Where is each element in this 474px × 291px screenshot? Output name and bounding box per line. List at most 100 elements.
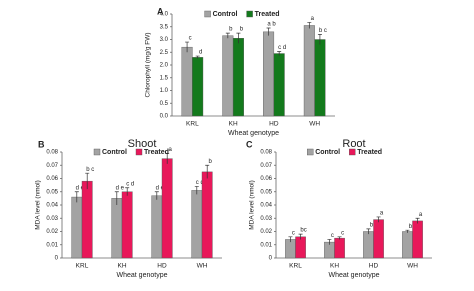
legend-swatch: [135, 148, 143, 156]
y-tick-label: 0.03: [260, 216, 272, 222]
x-tick-label: KH: [229, 121, 238, 128]
y-tick-label: 0.07: [260, 163, 272, 169]
x-tick-label: KH: [330, 263, 339, 270]
significance-letter: b: [209, 159, 213, 165]
x-tick-label: HD: [269, 121, 279, 128]
significance-letter: c d: [278, 45, 286, 51]
bar: [71, 196, 83, 259]
y-tick-label: 0.08: [260, 150, 272, 156]
legend-label: Treated: [144, 149, 169, 156]
x-tick-label: KRL: [186, 121, 199, 128]
error-bar: [298, 233, 303, 240]
bar: [334, 237, 345, 259]
legend-swatch: [349, 148, 356, 156]
x-tick-label: WH: [407, 263, 418, 270]
error-bar: [225, 32, 230, 39]
significance-letter: c d: [196, 180, 204, 186]
error-bar: [288, 236, 293, 243]
error-bar: [114, 191, 119, 205]
y-tick-label: 1.5: [160, 75, 169, 81]
error-bar: [277, 51, 282, 56]
legend-label: Control: [315, 149, 340, 156]
significance-letter: d: [199, 50, 202, 56]
bar: [111, 198, 123, 259]
significance-letter: c: [189, 36, 192, 42]
bar: [285, 239, 296, 259]
bar: [363, 231, 374, 259]
significance-letter: c: [292, 230, 295, 236]
error-bar: [405, 229, 410, 233]
x-tick-label: KRL: [289, 263, 302, 270]
bar: [121, 191, 133, 259]
x-tick-label: KH: [117, 263, 126, 270]
y-tick-label: 0.01: [46, 242, 58, 248]
error-bar: [195, 55, 200, 59]
legend-label: Control: [213, 11, 238, 18]
y-tick-label: 1.0: [160, 88, 169, 94]
bar: [402, 231, 413, 259]
legend-label: Treated: [255, 11, 280, 18]
x-axis-label: Wheat genotype: [329, 272, 380, 279]
bar: [191, 190, 203, 259]
y-tick-label: 0.07: [46, 163, 58, 169]
error-bar: [85, 172, 90, 190]
error-bar: [205, 164, 210, 179]
x-tick-label: WH: [197, 263, 208, 270]
error-bar: [376, 216, 381, 223]
significance-letter: c d: [126, 181, 134, 187]
y-tick-label: 0.5: [160, 101, 169, 107]
legend-swatch: [307, 148, 314, 156]
y-tick-label: 3.0: [160, 37, 169, 43]
chart-title: Root: [342, 138, 365, 150]
significance-letter: a: [419, 212, 423, 218]
significance-letter: bc: [300, 228, 306, 234]
error-bar: [317, 34, 322, 45]
legend-swatch: [204, 10, 211, 18]
y-tick-label: 0.06: [260, 176, 272, 182]
legend-swatch: [246, 10, 253, 18]
panel-label: B: [38, 139, 45, 149]
bar: [81, 180, 93, 259]
y-tick-label: 0.06: [46, 176, 58, 182]
y-axis-label: Chlorophyll (mg/g FW): [145, 32, 152, 97]
error-bar: [266, 27, 271, 36]
bar: [161, 158, 173, 259]
bar: [181, 46, 193, 117]
chart-title: Shoot: [128, 138, 157, 150]
significance-letter: b c: [319, 28, 327, 34]
y-tick-label: 0.08: [46, 150, 58, 156]
bar: [273, 53, 285, 117]
significance-letter: b: [229, 27, 233, 33]
y-tick-label: 2.0: [160, 63, 169, 69]
significance-letter: d e: [76, 185, 85, 191]
y-tick-label: 0: [55, 256, 59, 262]
x-axis-label: Wheat genotype: [117, 272, 168, 279]
panel-label: A: [157, 6, 164, 16]
bar: [232, 38, 244, 117]
error-bar: [165, 152, 170, 164]
error-bar: [125, 187, 130, 196]
significance-letter: a: [380, 211, 384, 217]
y-tick-label: 3.5: [160, 24, 169, 30]
y-tick-label: 4.0: [160, 12, 169, 18]
y-axis-label: MDA level (nmol): [249, 180, 256, 229]
y-tick-label: 0.05: [46, 189, 58, 195]
legend-swatch: [93, 148, 101, 156]
y-tick-label: 0.05: [260, 189, 272, 195]
error-bar: [154, 191, 159, 200]
bar: [303, 25, 315, 117]
significance-letter: b c: [86, 167, 94, 173]
legend-label: Treated: [357, 149, 382, 156]
error-bar: [307, 22, 312, 29]
legend-label: Control: [102, 149, 127, 156]
y-axis-label: MDA level (nmol): [35, 180, 42, 229]
significance-letter: a: [311, 16, 315, 22]
error-bar: [194, 186, 199, 195]
y-tick-label: 0: [269, 256, 273, 262]
bar: [412, 220, 423, 259]
bar: [263, 31, 275, 117]
significance-letter: b: [409, 224, 413, 230]
significance-letter: d e: [116, 185, 125, 191]
bar: [314, 39, 326, 117]
significance-letter: c: [331, 233, 334, 239]
